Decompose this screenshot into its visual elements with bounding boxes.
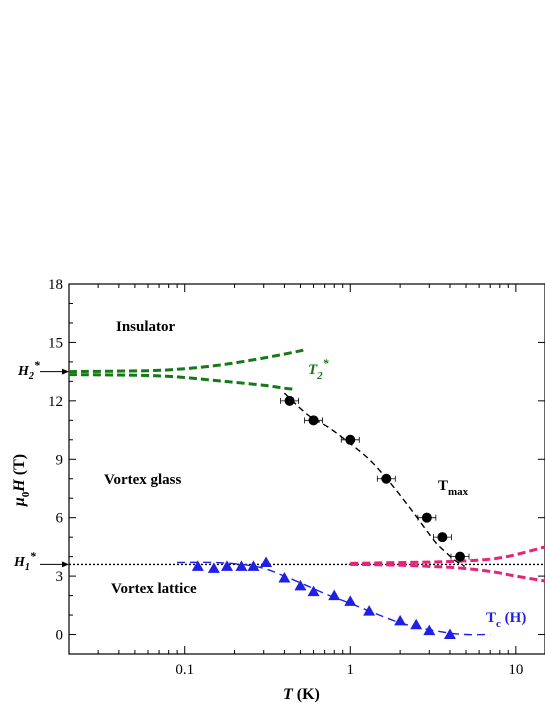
label-t2-star: T2*	[308, 356, 330, 382]
h1-arrow-icon	[40, 561, 69, 568]
tc-point	[410, 618, 423, 630]
label-tc-tail: (H)	[501, 610, 526, 626]
tc-point	[423, 624, 436, 636]
tc-point	[443, 628, 456, 640]
tc-point	[247, 560, 260, 571]
y-axis-title-unit: (T)	[11, 454, 28, 479]
y-tick-label: 18	[48, 277, 63, 293]
plot-frame	[68, 283, 545, 655]
tmax-point	[437, 532, 448, 543]
tc-point	[191, 560, 204, 571]
tmax-point	[308, 415, 319, 426]
y-axis-title: μ0H (T)	[11, 454, 32, 507]
label-tmax: Tmax	[438, 478, 469, 498]
tc-point	[307, 585, 320, 597]
tc-point	[260, 556, 273, 567]
x-tick-label: 10	[508, 662, 523, 678]
label-tc-main: T	[486, 610, 496, 626]
label-h1-sup: *	[30, 549, 37, 563]
tc-point	[394, 614, 407, 626]
t1-lower-curve	[350, 562, 545, 583]
label-t2-main: T	[308, 362, 318, 378]
tc-point	[328, 589, 341, 601]
x-axis-title-unit: (K)	[293, 686, 320, 703]
label-tc: Tc (H)	[486, 610, 526, 630]
x-tick-label: 0.1	[175, 662, 194, 678]
tc-point	[344, 595, 357, 606]
y-tick-label: 9	[56, 452, 64, 468]
tmax-point	[421, 512, 432, 523]
tc-point	[294, 579, 307, 591]
tmax-point	[455, 551, 466, 562]
y-axis-title-sub: 0	[20, 491, 32, 497]
tmax-point	[381, 473, 392, 484]
region-insulator: Insulator	[116, 319, 176, 335]
h1-arrow-head	[62, 561, 69, 568]
marker-layer	[191, 395, 470, 640]
tc-point	[207, 562, 220, 573]
label-t2-sub: 2	[316, 370, 323, 382]
tmax-point	[345, 434, 356, 445]
tmax-point	[284, 395, 295, 406]
label-h1-sub: 1	[25, 562, 30, 573]
label-tmax-main: T	[438, 478, 448, 494]
label-h2-sub: 2	[28, 371, 34, 382]
label-tmax-sub: max	[448, 486, 469, 498]
t2-lower-curve	[69, 373, 294, 391]
label-t2-sup: *	[323, 356, 330, 370]
tc-point	[278, 572, 291, 583]
label-tc-sub: c	[496, 618, 501, 630]
label-h2-sup: *	[34, 358, 41, 372]
y-tick-label: 0	[56, 628, 64, 644]
axis-ticks: 0 3 6 9 12 15 18 0.1 1 10	[48, 277, 545, 678]
y-axis-title-var: μ	[11, 497, 28, 507]
label-h2-star: H2*	[17, 358, 41, 382]
y-tick-label: 12	[48, 394, 63, 410]
t1-upper-curve	[350, 545, 545, 565]
h2-arrow-icon	[40, 368, 69, 375]
y-axis-title-var2: H	[11, 479, 28, 493]
tmax-fit-curve	[283, 392, 465, 567]
label-h1-main: H	[13, 555, 26, 570]
label-h1-star: H1*	[13, 549, 37, 573]
tc-point	[220, 560, 233, 571]
y-tick-label: 6	[56, 511, 64, 527]
x-tick-label: 1	[347, 662, 355, 678]
t2-upper-curve	[69, 348, 304, 374]
y-tick-label: 15	[48, 335, 63, 351]
x-axis-title: T (K)	[283, 686, 320, 703]
y-tick-label: 3	[56, 569, 64, 585]
label-h2-main: H	[17, 364, 30, 379]
tc-point	[235, 560, 248, 571]
region-vortex-lattice: Vortex lattice	[111, 581, 197, 597]
h2-arrow-head	[62, 368, 69, 375]
x-axis-title-var: T	[283, 686, 294, 703]
tc-point	[363, 605, 376, 616]
region-vortex-glass: Vortex glass	[104, 472, 182, 488]
